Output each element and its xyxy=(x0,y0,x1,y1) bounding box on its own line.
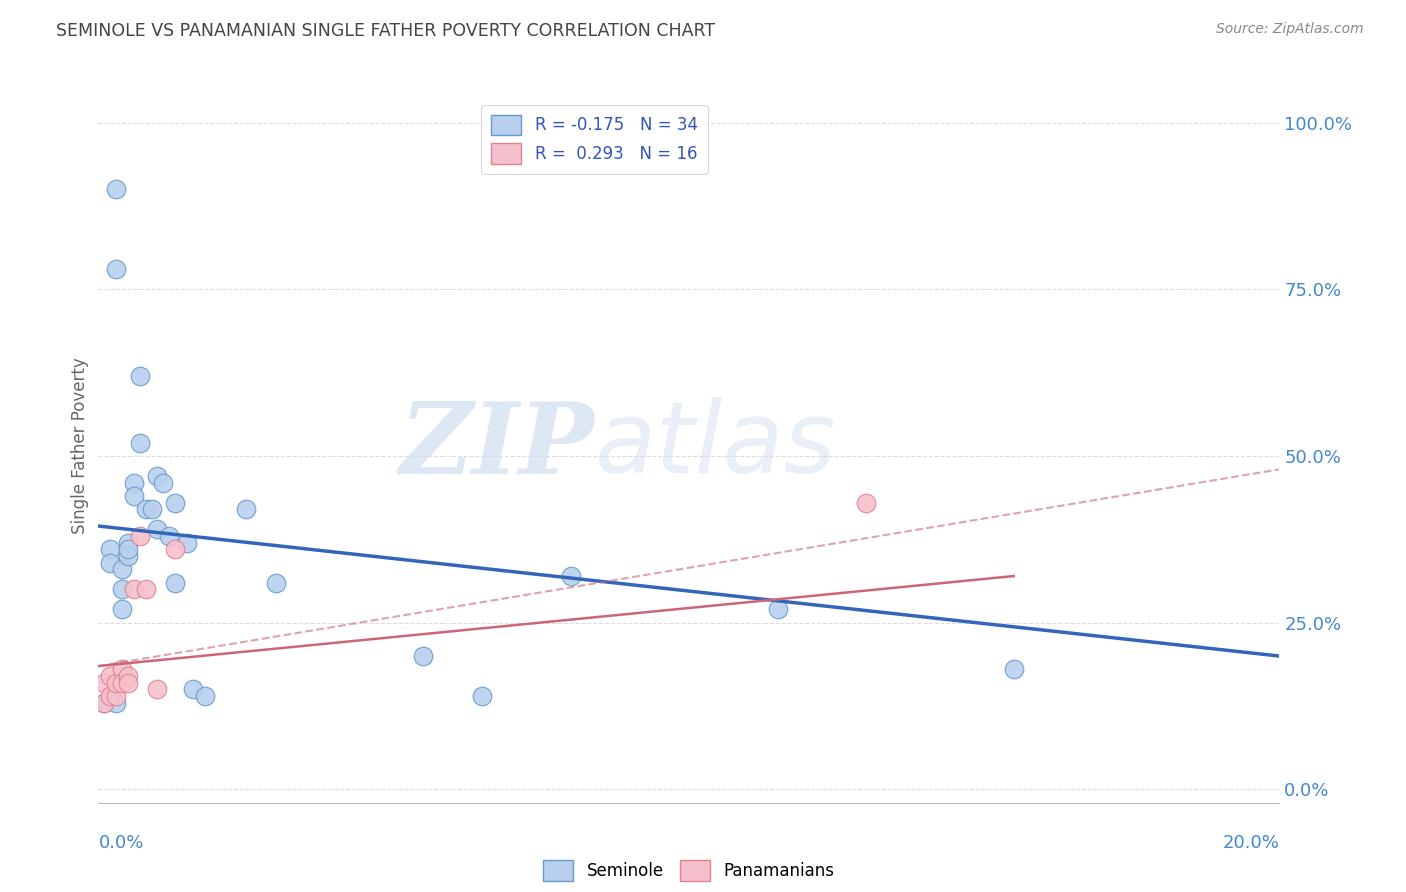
Point xyxy=(105,675,128,690)
Point xyxy=(111,662,134,676)
Point xyxy=(117,542,139,557)
Point xyxy=(98,556,121,570)
Point xyxy=(122,475,145,490)
Point xyxy=(117,549,139,563)
Point xyxy=(194,689,217,703)
Point xyxy=(105,689,128,703)
Point xyxy=(117,675,139,690)
Text: ZIP: ZIP xyxy=(399,398,595,494)
Point xyxy=(117,669,139,683)
Point xyxy=(560,569,582,583)
Point xyxy=(98,542,121,557)
Text: 20.0%: 20.0% xyxy=(1223,834,1279,852)
Text: SEMINOLE VS PANAMANIAN SINGLE FATHER POVERTY CORRELATION CHART: SEMINOLE VS PANAMANIAN SINGLE FATHER POV… xyxy=(56,22,716,40)
Point xyxy=(111,582,134,597)
Point xyxy=(855,496,877,510)
Point xyxy=(264,575,287,590)
Point xyxy=(141,502,163,516)
Point xyxy=(93,696,115,710)
Point xyxy=(157,529,180,543)
Y-axis label: Single Father Poverty: Single Father Poverty xyxy=(70,358,89,534)
Text: atlas: atlas xyxy=(595,398,837,494)
Point xyxy=(152,475,174,490)
Point xyxy=(111,562,134,576)
Point xyxy=(93,675,115,690)
Point xyxy=(135,582,157,597)
Legend: Seminole, Panamanians: Seminole, Panamanians xyxy=(537,854,841,888)
Point xyxy=(93,696,115,710)
Point xyxy=(146,469,169,483)
Point xyxy=(165,542,187,557)
Point xyxy=(181,682,204,697)
Point xyxy=(111,675,134,690)
Point xyxy=(135,502,157,516)
Point xyxy=(146,682,169,697)
Point xyxy=(128,435,150,450)
Point xyxy=(176,535,198,549)
Point xyxy=(471,689,494,703)
Point xyxy=(111,602,134,616)
Point xyxy=(235,502,257,516)
Point xyxy=(98,669,121,683)
Point xyxy=(128,368,150,383)
Point xyxy=(105,262,128,277)
Point xyxy=(128,529,150,543)
Point xyxy=(165,496,187,510)
Point xyxy=(122,582,145,597)
Point xyxy=(766,602,789,616)
Point xyxy=(412,649,434,664)
Point xyxy=(165,575,187,590)
Point xyxy=(117,535,139,549)
Point xyxy=(105,696,128,710)
Point xyxy=(122,489,145,503)
Point xyxy=(1002,662,1025,676)
Point xyxy=(98,689,121,703)
Point xyxy=(146,522,169,536)
Text: Source: ZipAtlas.com: Source: ZipAtlas.com xyxy=(1216,22,1364,37)
Point xyxy=(105,182,128,196)
Text: 0.0%: 0.0% xyxy=(98,834,143,852)
